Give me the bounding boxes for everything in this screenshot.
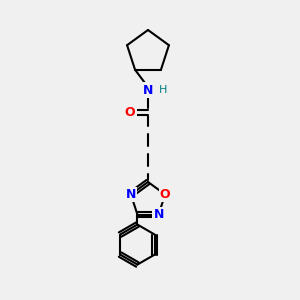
Text: H: H bbox=[159, 85, 167, 95]
Text: N: N bbox=[143, 83, 153, 97]
Text: O: O bbox=[125, 106, 135, 118]
Text: N: N bbox=[153, 208, 164, 221]
Text: N: N bbox=[126, 188, 136, 201]
Text: O: O bbox=[160, 188, 170, 201]
